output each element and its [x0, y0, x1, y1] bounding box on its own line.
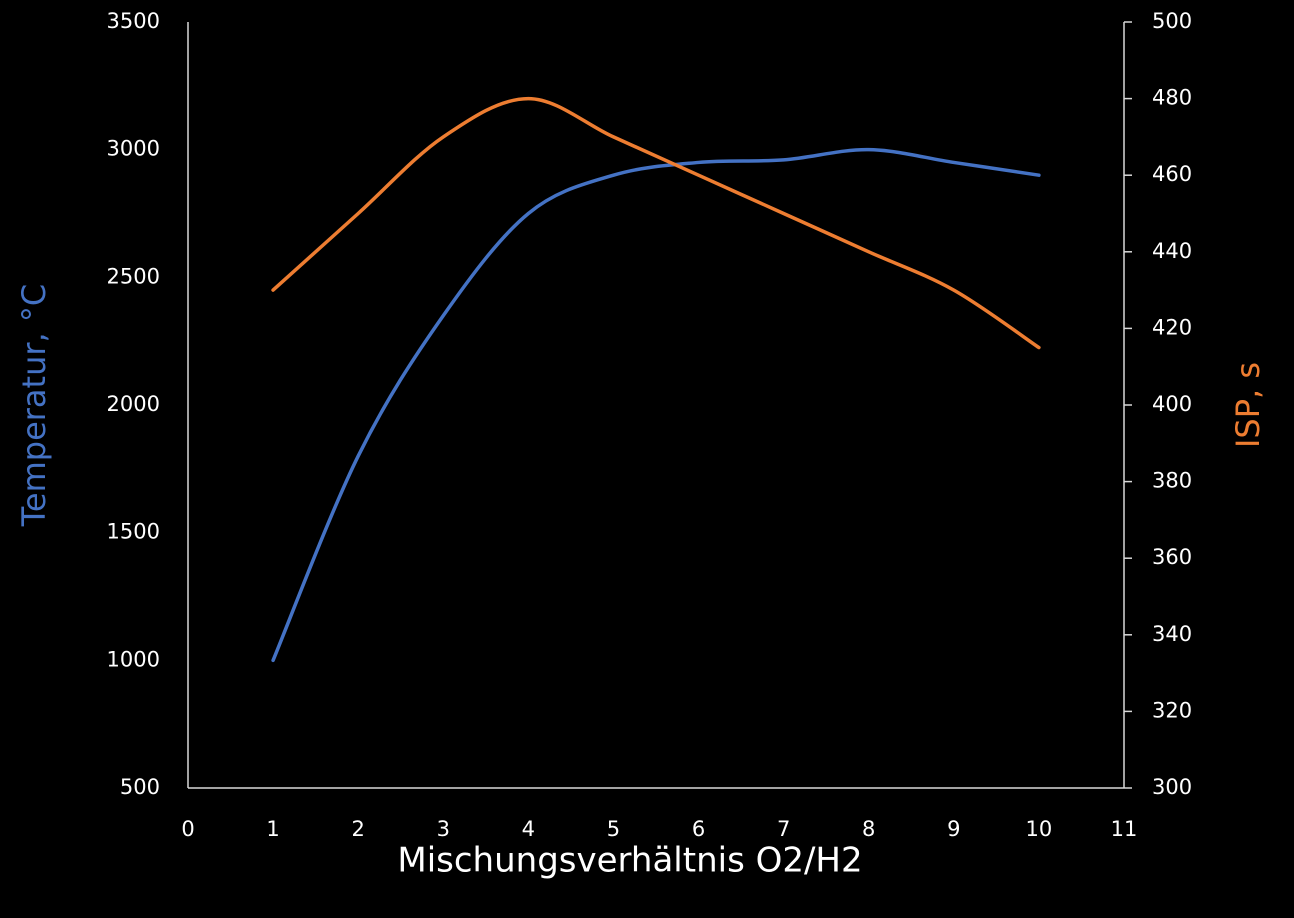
y-axis-title: Temperatur, °C: [15, 284, 53, 527]
y2-axis-title: ISP, s: [1229, 362, 1267, 448]
y-tick-label: 2000: [107, 392, 160, 416]
x-tick-label: 10: [1026, 817, 1053, 841]
y2-tick-label: 500: [1152, 9, 1192, 33]
chart: Mischungsverhältnis O2/H2 Temperatur, °C…: [0, 0, 1294, 918]
y2-tick-label: 300: [1152, 775, 1192, 799]
y-tick-label: 1000: [107, 647, 160, 671]
y2-tick-label: 440: [1152, 239, 1192, 263]
x-tick-label: 7: [777, 817, 790, 841]
y2-tick-label: 340: [1152, 622, 1192, 646]
background: [0, 0, 1294, 918]
y-tick-label: 3500: [107, 9, 160, 33]
y-tick-label: 2500: [107, 264, 160, 288]
x-tick-label: 4: [522, 817, 535, 841]
y2-tick-label: 400: [1152, 392, 1192, 416]
x-tick-label: 9: [947, 817, 960, 841]
y-tick-label: 3000: [107, 137, 160, 161]
y2-tick-label: 420: [1152, 315, 1192, 339]
y-tick-label: 1500: [107, 520, 160, 544]
x-tick-label: 11: [1111, 817, 1138, 841]
y2-tick-label: 320: [1152, 698, 1192, 722]
x-tick-label: 2: [351, 817, 364, 841]
y2-tick-label: 360: [1152, 545, 1192, 569]
x-tick-label: 1: [266, 817, 279, 841]
x-tick-label: 5: [607, 817, 620, 841]
x-tick-label: 0: [181, 817, 194, 841]
y2-tick-label: 380: [1152, 469, 1192, 493]
y2-tick-label: 480: [1152, 86, 1192, 110]
x-tick-label: 8: [862, 817, 875, 841]
x-tick-label: 3: [437, 817, 450, 841]
x-axis-title: Mischungsverhältnis O2/H2: [397, 841, 862, 881]
y2-tick-label: 460: [1152, 162, 1192, 186]
y-tick-label: 500: [120, 775, 160, 799]
x-tick-label: 6: [692, 817, 705, 841]
